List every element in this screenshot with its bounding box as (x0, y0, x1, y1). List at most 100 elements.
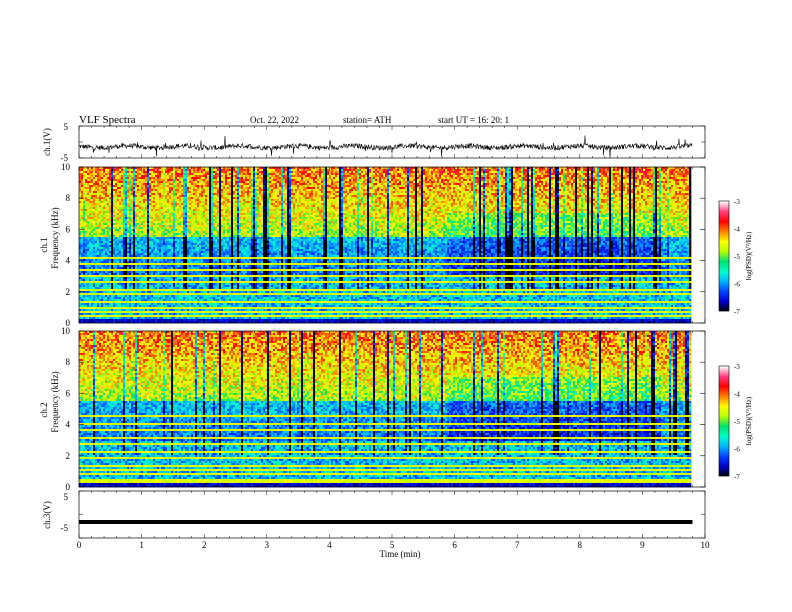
spectrogram-cell (203, 237, 206, 240)
spectrogram-cell (119, 237, 122, 240)
spectrogram-cell (135, 315, 138, 318)
spectrogram-cell (177, 245, 180, 248)
spectrogram-cell (131, 283, 134, 286)
spectrogram-cell (171, 281, 174, 284)
spectrogram-cell (161, 247, 164, 250)
spectrogram-cell (113, 271, 116, 274)
spectrogram-cell (189, 167, 192, 170)
spectrogram-cell (119, 199, 122, 202)
spectrogram-cell (129, 177, 132, 180)
spectrogram-cell (137, 267, 140, 270)
spectrogram-cell (105, 207, 108, 210)
spectrogram-cell (109, 319, 112, 322)
spectrogram-cell (173, 255, 176, 258)
spectrogram-cell (91, 167, 94, 170)
spectrogram-cell (167, 245, 170, 248)
spectrogram-cell (101, 265, 104, 268)
spectrogram-cell (147, 219, 150, 222)
spectrogram-cell (109, 315, 112, 318)
spectrogram-cell (177, 313, 180, 316)
spectrogram-cell (109, 257, 112, 260)
spectrogram-cell (113, 181, 116, 184)
spectrogram-cell (173, 263, 176, 266)
spectrogram-cell (173, 273, 176, 276)
spectrogram-cell (95, 177, 98, 180)
spectrogram-cell (161, 167, 164, 170)
spectrogram-cell (115, 263, 118, 266)
spectrogram-cell (173, 195, 176, 198)
spectrogram-cell (89, 229, 92, 232)
spectrogram-cell (157, 269, 160, 272)
spectrogram-cell (149, 215, 152, 218)
spectrogram-cell (95, 271, 98, 274)
spectrogram-cell (113, 303, 116, 306)
spectrogram-cell (109, 267, 112, 270)
spectrogram-cell (107, 317, 110, 320)
spectrogram-cell (97, 215, 100, 218)
spectrogram-cell (83, 295, 86, 298)
spectrogram-cell (113, 217, 116, 220)
spectrogram-cell (133, 251, 136, 254)
spectrogram-cell (181, 269, 184, 272)
spectrogram-cell (191, 167, 194, 170)
spectrogram-cell (95, 299, 98, 302)
spectrogram-cell (183, 265, 186, 268)
spectrogram-cell (135, 269, 138, 272)
spectrogram-cell (145, 237, 148, 240)
spectrogram-cell (113, 315, 116, 318)
spectrogram-cell (201, 255, 204, 258)
spectrogram-cell (105, 215, 108, 218)
spectrogram-cell (129, 287, 132, 290)
spectrogram-cell (139, 207, 142, 210)
spectrogram-cell (139, 311, 142, 314)
spectrogram-cell (187, 283, 190, 286)
spectrogram-cell (163, 273, 166, 276)
spectrogram-cell (117, 191, 120, 194)
spectrogram-cell (189, 231, 192, 234)
spectrogram-cell (121, 237, 124, 240)
spectrogram-cell (179, 257, 182, 260)
spectrogram-cell (199, 235, 202, 238)
spectrogram-cell (137, 279, 140, 282)
spectrogram-cell (101, 171, 104, 174)
spectrogram-cell (181, 305, 184, 308)
spectrogram-cell (141, 193, 144, 196)
spectrogram-cell (115, 269, 118, 272)
spectrogram-cell (81, 289, 84, 292)
spectrogram-cell (83, 183, 86, 186)
spectrogram-cell (119, 289, 122, 292)
spectrogram-cell (147, 171, 150, 174)
spectrogram-cell (81, 193, 84, 196)
spectrogram-cell (135, 209, 138, 212)
spectrogram-cell (133, 299, 136, 302)
spectrogram-cell (199, 183, 202, 186)
spectrogram-cell (127, 263, 130, 266)
spectrogram-cell (181, 219, 184, 222)
spectrogram-cell (203, 205, 206, 208)
spectrogram-cell (113, 183, 116, 186)
spectrogram-cell (121, 187, 124, 190)
spectrogram-cell (115, 299, 118, 302)
spectrogram-cell (167, 275, 170, 278)
spectrogram-cell (131, 233, 134, 236)
spectrogram-cell (179, 231, 182, 234)
spectrogram-cell (197, 247, 200, 250)
spectrogram-cell (115, 255, 118, 258)
spectrogram-cell (145, 211, 148, 214)
spectrogram-cell (183, 289, 186, 292)
spectrogram-cell (201, 303, 204, 306)
spectrogram-cell (125, 217, 128, 220)
spectrogram-cell (151, 233, 154, 236)
spectrogram-cell (153, 283, 156, 286)
spectrogram-cell (157, 321, 160, 324)
spectrogram-cell (155, 321, 158, 324)
spectrogram-cell (151, 271, 154, 274)
spectrogram-cell (181, 301, 184, 304)
spectrogram-cell (149, 321, 152, 324)
spectrogram-cell (179, 253, 182, 256)
spectrogram-cell (95, 225, 98, 228)
spectrogram-cell (167, 273, 170, 276)
spectrogram-cell (157, 253, 160, 256)
spectrogram-cell (145, 185, 148, 188)
spectrogram-cell (145, 319, 148, 322)
